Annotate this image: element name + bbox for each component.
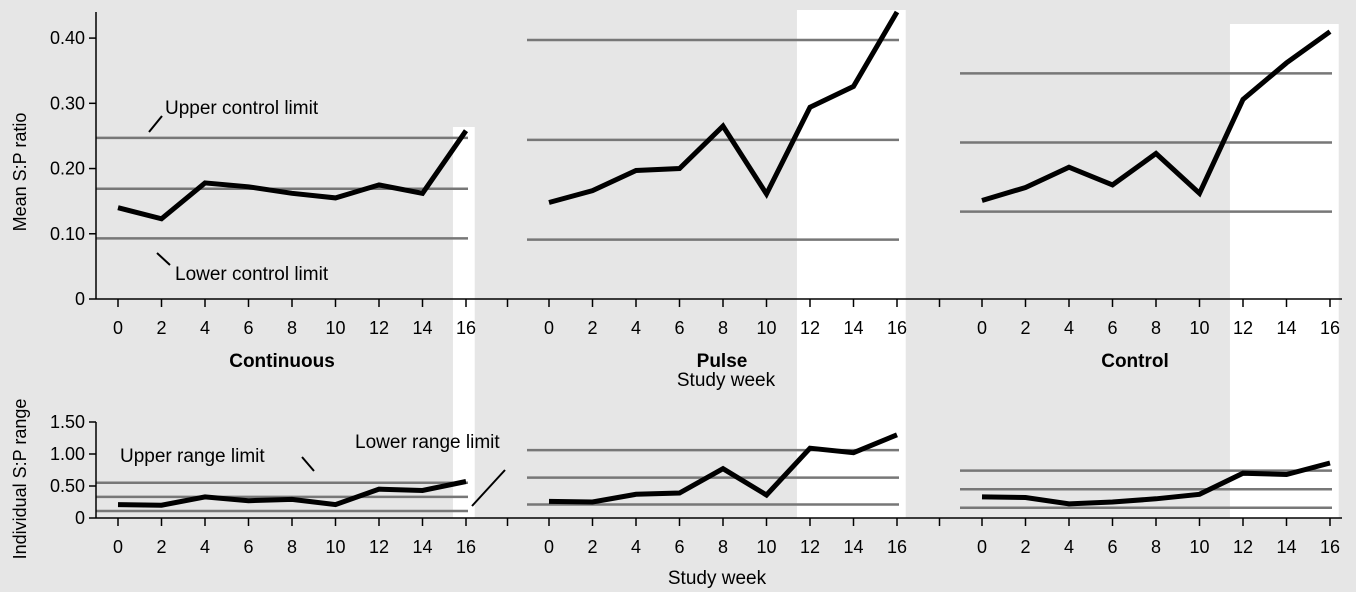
y-tick-label: 0: [75, 289, 85, 309]
x-tick-label: 12: [1233, 537, 1253, 557]
x-tick-label: 8: [718, 537, 728, 557]
lower-range-limit-pointer: [471, 469, 506, 507]
panel-label-continuous: Continuous: [229, 351, 335, 372]
x-tick-label: 2: [587, 537, 597, 557]
lower-range-limit-annotation: Lower range limit: [355, 432, 500, 453]
x-tick-label: 16: [456, 318, 476, 338]
x-tick-label: 8: [718, 318, 728, 338]
bottom-x-axis-title: Study week: [668, 568, 767, 589]
x-tick-label: 6: [1107, 537, 1117, 557]
x-tick-label: 8: [287, 318, 297, 338]
y-tick-label: 1.50: [50, 412, 85, 432]
x-tick-label: 10: [1189, 318, 1209, 338]
upper-control-limit-pointer: [148, 115, 163, 133]
highlight-pulse: [796, 10, 906, 518]
upper-range-limit-annotation: Upper range limit: [120, 446, 265, 467]
x-tick-label: 4: [1064, 537, 1074, 557]
highlight-layer: [452, 10, 1339, 518]
x-tick-label: 8: [1151, 537, 1161, 557]
y-tick-label: 0.30: [50, 93, 85, 113]
x-tick-label: 2: [156, 318, 166, 338]
x-tick-label: 4: [631, 318, 641, 338]
series-line-control: [981, 460, 1331, 507]
top-y-axis-label: Mean S:P ratio: [10, 113, 30, 232]
x-tick-label: 10: [325, 318, 345, 338]
x-tick-label: 6: [674, 318, 684, 338]
y-tick-label: 0.40: [50, 28, 85, 48]
series-line-pulse: [548, 432, 898, 505]
x-tick-label: 4: [1064, 318, 1074, 338]
x-tick-label: 10: [325, 537, 345, 557]
lower-control-limit-annotation: Lower control limit: [175, 264, 329, 285]
x-tick-label: 14: [412, 537, 432, 557]
series-line-pulse: [548, 10, 900, 205]
x-tick-label: 0: [544, 537, 554, 557]
x-tick-label: 12: [800, 537, 820, 557]
x-tick-label: 6: [1107, 318, 1117, 338]
y-tick-label: 0.50: [50, 476, 85, 496]
series-line-continuous: [117, 129, 469, 222]
x-tick-label: 4: [200, 318, 210, 338]
x-tick-label: 6: [243, 537, 253, 557]
y-tick-label: 0.20: [50, 159, 85, 179]
x-tick-label: 10: [756, 318, 776, 338]
x-tick-label: 0: [977, 537, 987, 557]
bottom-y-axis-label: Individual S:P range: [10, 399, 30, 560]
x-tick-label: 2: [1020, 318, 1030, 338]
y-tick-label: 0: [75, 508, 85, 528]
x-tick-label: 14: [1276, 537, 1296, 557]
panel-label-control: Control: [1101, 351, 1169, 372]
x-tick-label: 16: [887, 318, 907, 338]
x-tick-label: 2: [587, 318, 597, 338]
lower-control-limit-pointer: [156, 252, 171, 266]
top-x-axis-title: Study week: [677, 370, 776, 391]
x-tick-label: 16: [1320, 537, 1340, 557]
x-tick-label: 16: [887, 537, 907, 557]
x-tick-label: 14: [1276, 318, 1296, 338]
x-tick-label: 0: [113, 537, 123, 557]
control-limit-layer: [96, 38, 1332, 513]
x-tick-label: 16: [456, 537, 476, 557]
x-tick-label: 8: [287, 537, 297, 557]
y-tick-label: 1.00: [50, 444, 85, 464]
y-tick-label: 0.10: [50, 224, 85, 244]
highlight-continuous: [452, 127, 475, 518]
x-tick-label: 8: [1151, 318, 1161, 338]
x-tick-label: 2: [156, 537, 166, 557]
x-tick-label: 0: [977, 318, 987, 338]
x-tick-label: 12: [1233, 318, 1253, 338]
upper-range-limit-pointer: [301, 456, 315, 472]
x-tick-label: 6: [243, 318, 253, 338]
x-tick-label: 12: [369, 537, 389, 557]
x-tick-label: 12: [369, 318, 389, 338]
series-layer: [117, 10, 1332, 508]
x-tick-label: 0: [113, 318, 123, 338]
x-tick-label: 4: [631, 537, 641, 557]
panel-label-pulse: Pulse: [697, 351, 748, 372]
x-tick-label: 6: [674, 537, 684, 557]
series-line-control: [981, 29, 1332, 203]
highlight-control: [1229, 24, 1339, 518]
axis-layer: 0 0.10 0.20 0.30 0.40 0 2 4 6 8 10 12 14 16 0 2 4 6 8 10 12 1…: [50, 12, 1342, 557]
x-tick-label: 16: [1320, 318, 1340, 338]
x-tick-label: 10: [1189, 537, 1209, 557]
x-tick-label: 14: [843, 318, 863, 338]
upper-control-limit-annotation: Upper control limit: [165, 98, 319, 119]
x-tick-label: 14: [412, 318, 432, 338]
x-tick-label: 2: [1020, 537, 1030, 557]
x-tick-label: 10: [756, 537, 776, 557]
series-line-continuous: [117, 479, 467, 508]
x-tick-label: 4: [200, 537, 210, 557]
x-tick-label: 14: [843, 537, 863, 557]
x-tick-label: 0: [544, 318, 554, 338]
x-tick-label: 12: [800, 318, 820, 338]
